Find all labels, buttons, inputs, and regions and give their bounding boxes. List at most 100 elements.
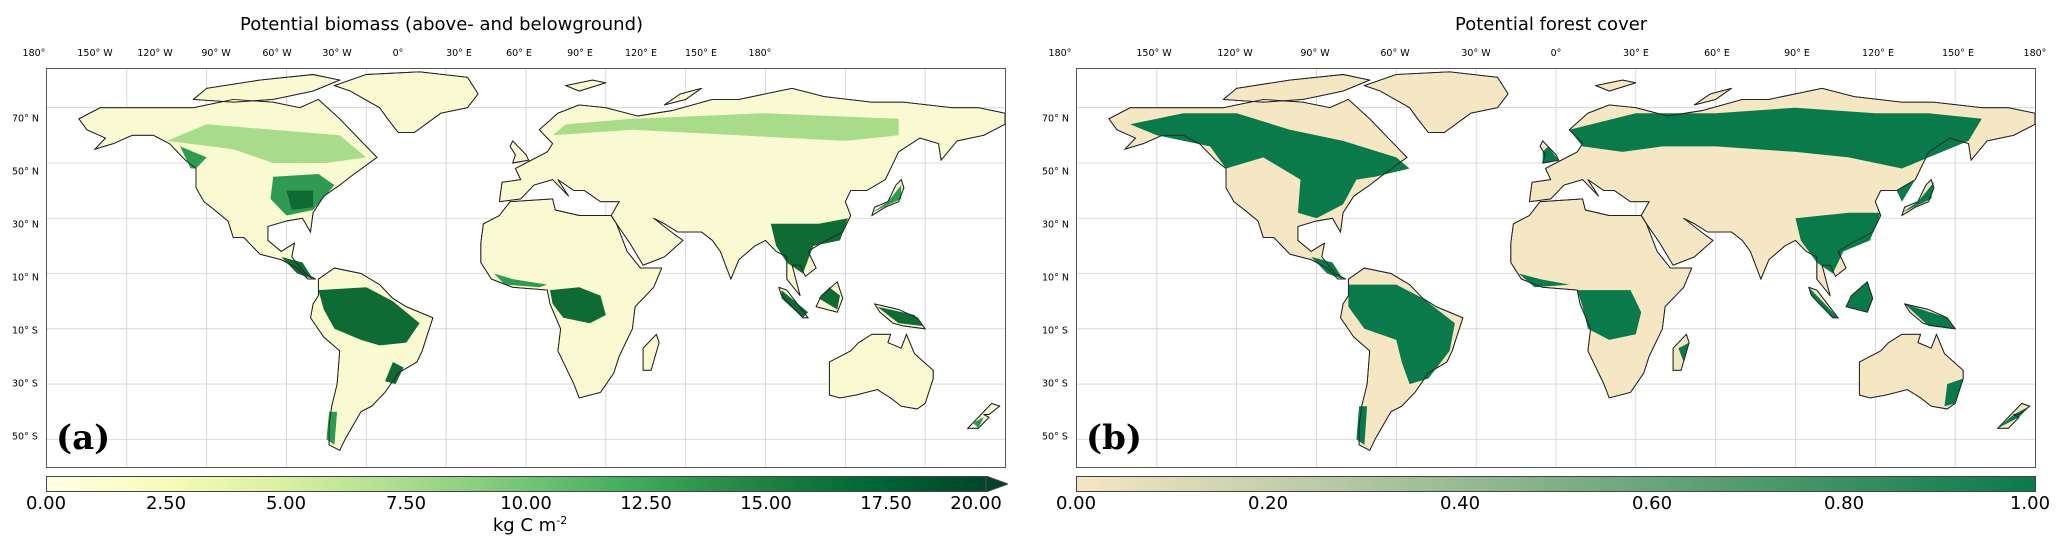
map-a-canvas: [47, 69, 1005, 467]
lat-label: 30° N: [12, 219, 39, 231]
lat-label: 10° S: [1042, 325, 1068, 337]
vegetation-zone: [180, 146, 207, 169]
vegetation-zone: [1904, 303, 1956, 329]
coastline: [778, 286, 810, 319]
colorbar-a-unit: kg C m-2: [493, 514, 567, 536]
coastline: [1108, 98, 1408, 280]
coastline: [966, 402, 1001, 429]
coastline: [564, 79, 606, 92]
vegetation-zone: [1577, 290, 1642, 340]
lat-label: 30° S: [1042, 378, 1068, 390]
lon-label: 180°: [748, 48, 772, 59]
lon-label: 150° E: [685, 48, 717, 59]
vegetation-zone: [1901, 182, 1934, 213]
lon-label: 60° E: [1704, 48, 1730, 59]
vegetation-zone: [1130, 113, 1410, 219]
vegetation-zone: [877, 306, 923, 326]
colorbar-b: [1076, 476, 2036, 492]
lon-label: 150° E: [1942, 48, 1974, 59]
map-a: [46, 68, 1006, 468]
vegetation-zone: [1944, 378, 1964, 407]
coastline: [873, 303, 927, 330]
lon-label: 0°: [392, 48, 404, 59]
coastline: [1903, 303, 1957, 330]
coastline: [1901, 178, 1935, 217]
coastline: [1594, 79, 1636, 92]
vegetation-zone: [318, 287, 420, 346]
colorbar-tick: 1.00: [2009, 493, 2051, 514]
coastline: [1858, 333, 1964, 410]
unit-exponent: -2: [556, 514, 568, 527]
lat-label: 50° N: [1042, 166, 1069, 178]
panel-a-biomass: Potential biomass (above- and belowgroun…: [0, 0, 1030, 551]
coastline: [1528, 87, 2035, 296]
lon-label: 0°: [1550, 48, 1562, 59]
lon-label: 90° E: [1784, 48, 1810, 59]
colorbar-tick: 0.00: [25, 493, 67, 514]
panel-b-letter: (b): [1086, 418, 1142, 458]
lon-label: 120° W: [1217, 48, 1253, 59]
coastline: [642, 333, 660, 371]
lon-label: 30° W: [1461, 48, 1491, 59]
lat-label: 10° N: [1042, 272, 1069, 284]
vegetation-zone: [552, 113, 899, 141]
coastline: [333, 71, 479, 134]
lat-label: 50° S: [1042, 431, 1068, 443]
vegetation-zone: [494, 273, 548, 288]
vegetation-zone: [1997, 406, 2030, 429]
colorbar-a-extend-arrow: [986, 476, 1008, 492]
lon-label: 30° E: [1623, 48, 1649, 59]
lon-label: 180°: [22, 48, 46, 59]
panel-b-forest-cover: Potential forest cover 180° 150° W 120° …: [1030, 0, 2067, 551]
vegetation-zone: [1569, 107, 1982, 169]
vegetation-zone: [871, 185, 902, 213]
lat-label: 50° S: [12, 431, 38, 443]
coastline: [828, 333, 934, 410]
colorbar-tick: 0.40: [1439, 493, 1481, 514]
map-b: [1076, 68, 2036, 468]
lon-label: 120° W: [137, 48, 173, 59]
panel-a-title: Potential biomass (above- and belowgroun…: [240, 14, 644, 35]
lat-label: 30° N: [1042, 219, 1069, 231]
coastline: [871, 178, 905, 217]
coastline: [78, 98, 378, 280]
colorbar-tick: 17.50: [860, 493, 912, 514]
vegetation-zone: [973, 417, 984, 429]
lon-label: 150° W: [1136, 48, 1172, 59]
vegetation-zone: [1678, 342, 1690, 362]
lon-axis-labels-a: 180° 150° W 120° W 90° W 60° W 30° W 0° …: [0, 48, 1030, 62]
coastline: [1222, 74, 1372, 103]
coastline: [1539, 140, 1560, 164]
lon-label: 30° W: [322, 48, 352, 59]
coastline: [192, 74, 342, 103]
coastline: [1510, 198, 1693, 399]
lon-label: 60° W: [1380, 48, 1410, 59]
vegetation-zone: [818, 287, 840, 310]
vegetation-zone: [1846, 281, 1873, 313]
lat-label: 50° N: [12, 166, 39, 178]
vegetation-zone: [1896, 179, 1916, 202]
lon-label: 180°: [1048, 48, 1072, 59]
lat-label: 30° S: [12, 378, 38, 390]
colorbar-tick: 15.00: [740, 493, 792, 514]
colorbar-tick: 7.50: [385, 493, 427, 514]
coastline: [480, 198, 663, 399]
panel-a-letter: (a): [56, 418, 111, 458]
vegetation-zone: [166, 124, 367, 163]
colorbar-tick: 0.60: [1631, 493, 1673, 514]
map-b-canvas: [1077, 69, 2035, 467]
coastline: [310, 267, 434, 452]
coastline: [498, 87, 1005, 296]
vegetation-zone: [550, 287, 606, 324]
colorbar-tick: 12.50: [620, 493, 672, 514]
colorbar-tick: 5.00: [265, 493, 307, 514]
vegetation-zone: [1348, 284, 1455, 385]
lat-label: 70° N: [12, 113, 39, 125]
lon-label: 180°: [2023, 48, 2047, 59]
lon-label: 120° E: [1862, 48, 1894, 59]
coastline: [1845, 281, 1874, 313]
lon-label: 90° W: [201, 48, 231, 59]
lat-label: 10° N: [12, 272, 39, 284]
colorbar-tick: 0.80: [1823, 493, 1865, 514]
colorbar-tick: 10.00: [500, 493, 552, 514]
